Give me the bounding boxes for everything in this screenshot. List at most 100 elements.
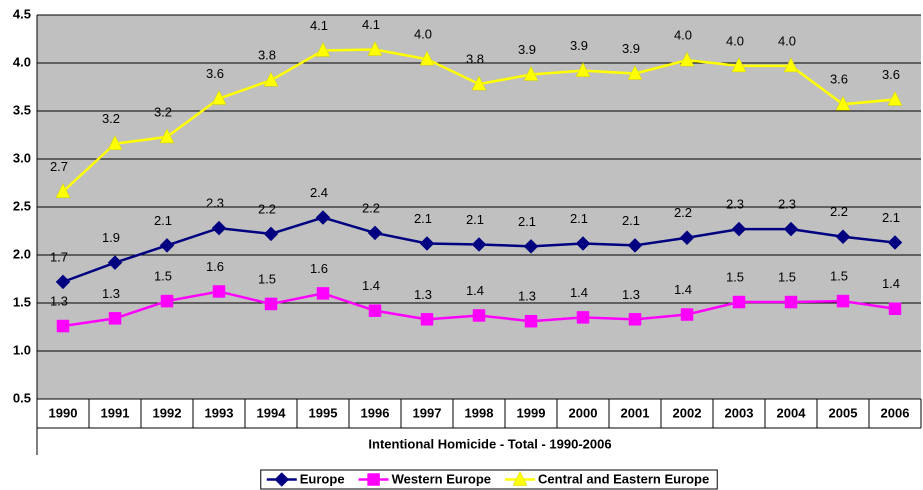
data-label: 3.6	[830, 72, 848, 87]
data-label: 1.5	[830, 269, 848, 284]
marker	[159, 238, 175, 253]
data-label: 2.4	[310, 185, 328, 200]
marker	[575, 236, 591, 251]
marker	[107, 255, 123, 271]
x-tick-label: 1991	[101, 405, 130, 420]
data-label: 2.2	[830, 204, 848, 219]
data-label: 1.7	[50, 249, 68, 264]
data-label: 1.5	[154, 269, 172, 284]
marker	[367, 225, 383, 241]
marker	[835, 95, 851, 111]
x-tick-label: 2001	[621, 405, 650, 420]
data-label: 3.8	[466, 52, 484, 67]
marker	[575, 62, 591, 77]
legend-label: Western Europe	[392, 471, 491, 486]
x-tick-label: 2004	[777, 405, 807, 420]
marker	[523, 65, 539, 81]
x-tick-label: 1992	[153, 405, 182, 420]
marker	[420, 313, 434, 326]
marker	[472, 309, 486, 322]
data-label: 1.6	[310, 261, 328, 276]
marker	[55, 274, 71, 290]
marker	[212, 285, 226, 298]
data-label: 2.2	[258, 201, 276, 216]
marker	[471, 237, 487, 252]
x-tick-label: 1997	[413, 405, 442, 420]
data-label: 3.9	[570, 38, 588, 53]
marker	[679, 230, 695, 246]
data-label: 2.1	[570, 211, 588, 226]
data-label: 1.3	[414, 287, 432, 302]
marker	[627, 238, 643, 253]
marker	[315, 41, 331, 57]
data-label: 3.9	[622, 41, 640, 56]
marker	[316, 287, 330, 300]
data-label: 2.1	[154, 213, 172, 228]
data-label: 3.6	[206, 66, 224, 81]
data-label: 4.0	[414, 27, 432, 42]
y-tick-label: 3.0	[13, 150, 31, 165]
data-label: 3.9	[518, 42, 536, 57]
marker	[628, 313, 642, 326]
data-label: 3.2	[154, 104, 172, 119]
data-label: 4.1	[362, 17, 380, 32]
marker	[274, 472, 290, 487]
marker	[160, 294, 174, 308]
marker	[55, 183, 71, 198]
marker	[108, 312, 122, 325]
data-label: 1.3	[622, 287, 640, 302]
y-tick-label: 2.5	[13, 198, 31, 213]
marker	[732, 295, 746, 309]
data-label: 2.1	[622, 213, 640, 228]
data-label: 1.4	[570, 285, 588, 300]
data-label: 2.3	[206, 196, 224, 211]
y-tick-label: 4.0	[13, 54, 31, 69]
x-tick-label: 1994	[257, 405, 287, 420]
data-label: 1.3	[518, 289, 536, 304]
data-label: 1.4	[466, 283, 484, 298]
x-axis-title: Intentional Homicide - Total - 1990-2006	[368, 436, 611, 451]
marker	[887, 235, 903, 250]
marker	[471, 75, 487, 91]
data-label: 4.0	[726, 33, 744, 48]
data-label: 2.1	[518, 214, 536, 229]
data-label: 1.5	[726, 269, 744, 284]
marker	[107, 135, 123, 150]
marker	[783, 57, 799, 73]
y-tick-label: 0.5	[13, 390, 31, 405]
marker	[419, 236, 435, 251]
marker	[523, 239, 539, 254]
y-tick-label: 1.0	[13, 342, 31, 357]
x-tick-label: 2005	[829, 405, 858, 420]
marker	[56, 319, 70, 333]
x-tick-label: 1995	[309, 405, 338, 420]
marker	[368, 304, 382, 317]
x-tick-label: 2000	[569, 405, 598, 420]
legend: Europe Western Europe Central and Eastern …	[260, 469, 718, 490]
marker	[264, 297, 278, 311]
x-tick-label: 2002	[673, 405, 702, 420]
legend-label: Europe	[300, 471, 345, 486]
data-label: 2.1	[466, 212, 484, 227]
marker	[784, 295, 798, 309]
marker	[731, 221, 747, 237]
marker	[836, 294, 850, 308]
data-label: 3.6	[882, 67, 900, 82]
marker	[315, 210, 331, 225]
marker	[576, 311, 590, 324]
marker	[731, 57, 747, 73]
marker	[419, 50, 435, 66]
marker	[524, 314, 538, 328]
data-label: 1.4	[882, 276, 900, 291]
y-tick-label: 2.0	[13, 246, 31, 261]
data-label: 1.3	[50, 293, 68, 308]
data-label: 2.7	[50, 159, 68, 174]
data-label: 2.1	[414, 211, 432, 226]
y-tick-label: 3.5	[13, 102, 31, 117]
data-label: 2.2	[674, 205, 692, 220]
marker	[888, 302, 902, 316]
marker	[835, 229, 851, 245]
data-label: 1.4	[362, 278, 380, 293]
marker	[887, 90, 903, 106]
data-label: 1.9	[102, 230, 120, 245]
